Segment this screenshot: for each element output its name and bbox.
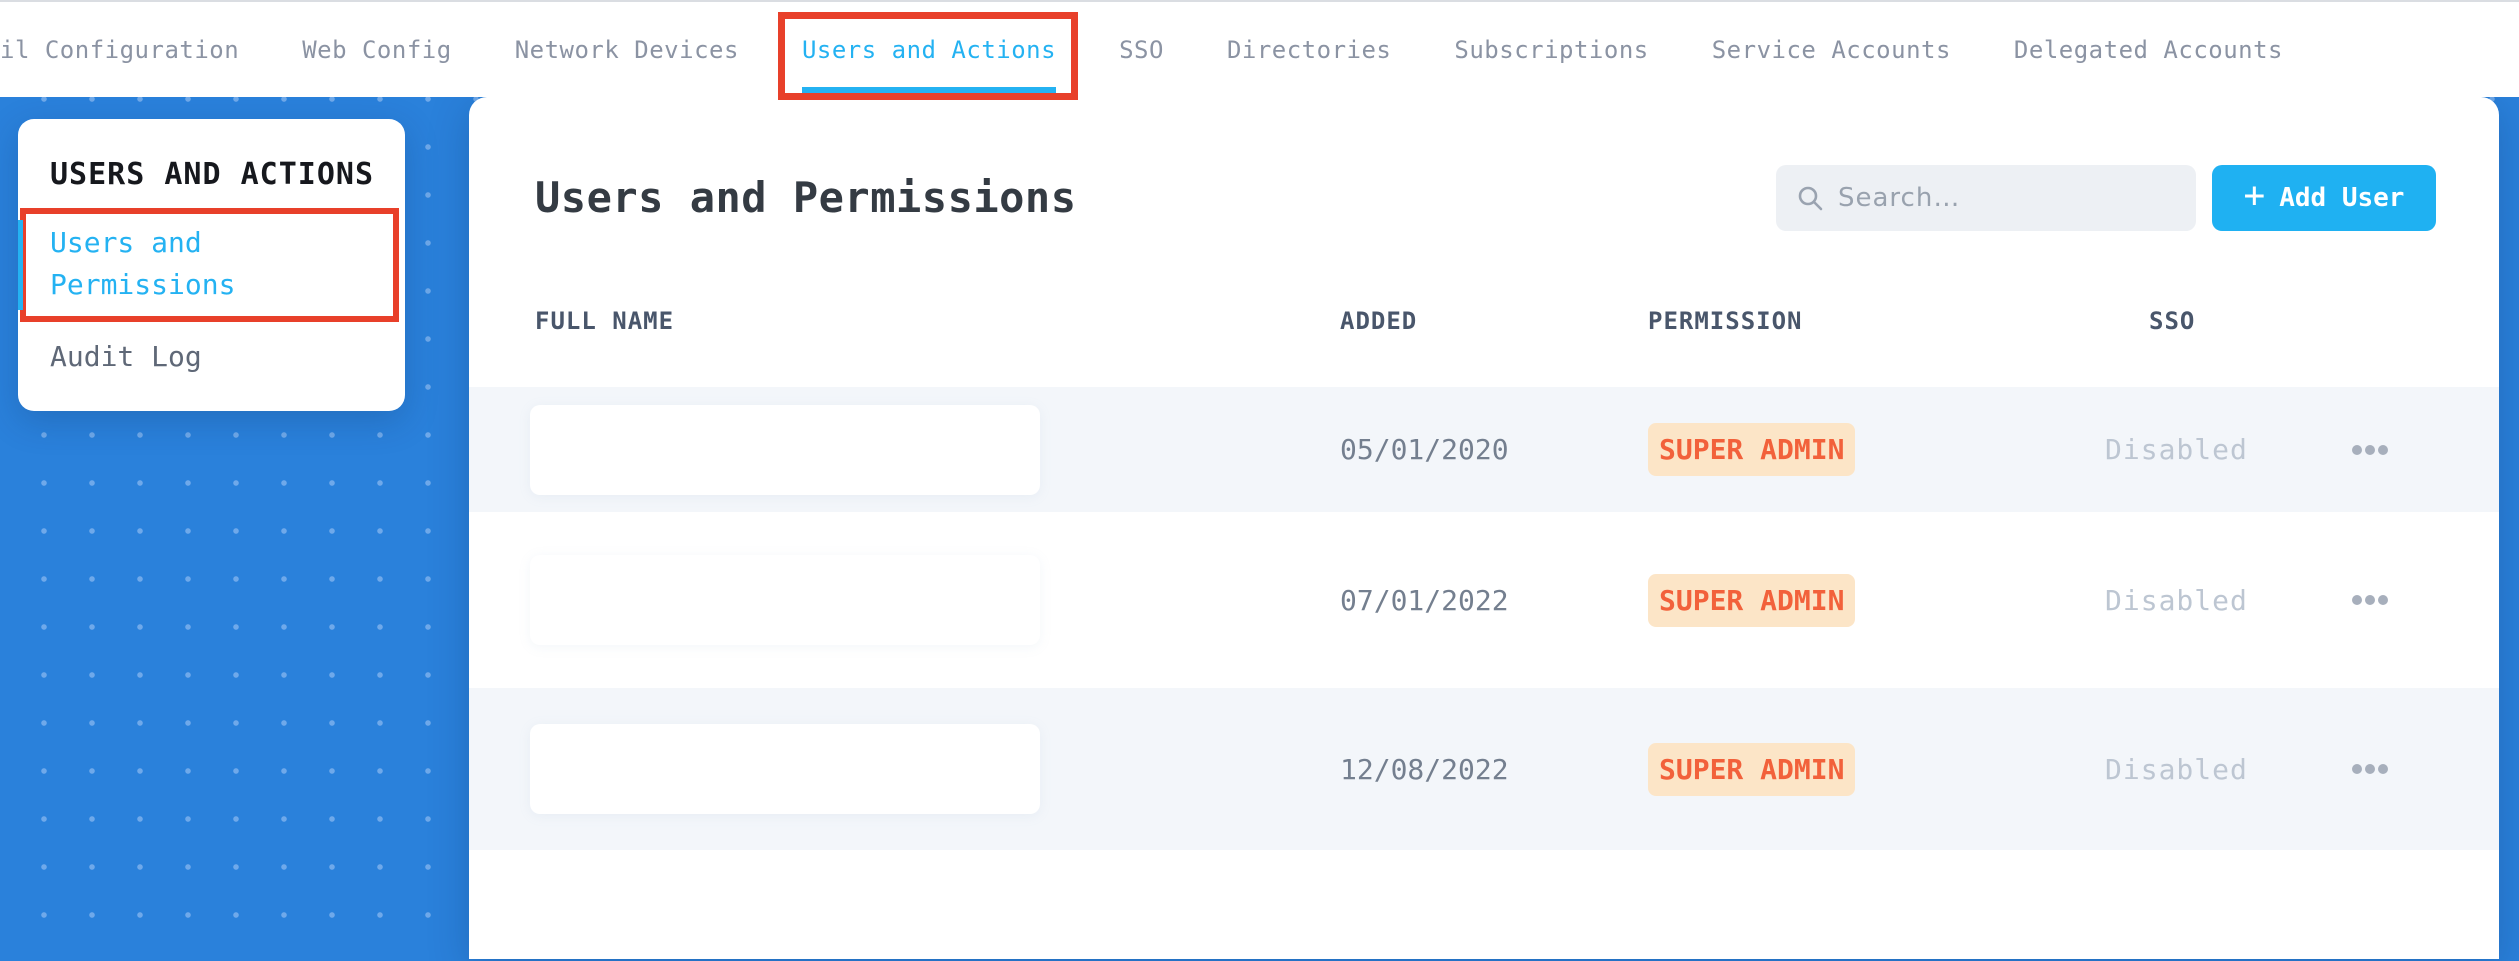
column-header-full-name: FULL NAME: [535, 307, 675, 335]
column-header-sso: SSO: [2149, 307, 2196, 335]
table-row: 07/01/2022 SUPER ADMIN Disabled: [469, 512, 2499, 688]
panel-header: Users and Permissions + Add User: [469, 97, 2499, 231]
permission-badge: SUPER ADMIN: [1648, 423, 1856, 476]
search-icon: [1798, 186, 1823, 211]
active-item-indicator-bar: [18, 220, 23, 310]
tab-subscriptions[interactable]: Subscriptions: [1454, 35, 1649, 64]
tab-users-and-actions[interactable]: Users and Actions: [777, 2, 1079, 100]
redacted-full-name: [530, 555, 1040, 645]
top-navigation: il Configuration Web Config Network Devi…: [0, 0, 2519, 100]
sidebar-item-users-and-permissions[interactable]: Users and Permissions: [18, 208, 399, 322]
sidebar-item-audit-log[interactable]: Audit Log: [50, 340, 202, 373]
tab-directories[interactable]: Directories: [1226, 35, 1392, 64]
row-menu-ellipsis-icon[interactable]: [2352, 435, 2388, 465]
added-date: 12/08/2022: [1340, 752, 1509, 786]
tab-delegated-accounts[interactable]: Delegated Accounts: [2013, 35, 2284, 64]
column-header-permission: PERMISSION: [1648, 307, 1803, 335]
search-box[interactable]: [1776, 165, 2196, 231]
tab-network-devices[interactable]: Network Devices: [514, 35, 739, 64]
add-user-button[interactable]: + Add User: [2212, 165, 2436, 231]
search-input[interactable]: [1838, 183, 2176, 213]
plus-icon: +: [2243, 175, 2266, 216]
tab-service-accounts[interactable]: Service Accounts: [1711, 35, 1951, 64]
sidebar-item-label: Users and Permissions: [50, 226, 236, 301]
sso-status: Disabled: [2105, 583, 2248, 617]
sidebar-heading: USERS AND ACTIONS: [50, 157, 375, 192]
row-menu-ellipsis-icon[interactable]: [2352, 754, 2388, 784]
tab-web-config[interactable]: Web Config: [302, 35, 452, 64]
added-date: 07/01/2022: [1340, 583, 1509, 617]
users-table-body: 05/01/2020 SUPER ADMIN Disabled 07/01/20…: [469, 387, 2499, 850]
tab-sso[interactable]: SSO: [1119, 35, 1164, 64]
tab-users-and-actions-label: Users and Actions: [801, 35, 1057, 64]
sidebar-card: USERS AND ACTIONS Users and Permissions …: [18, 119, 405, 411]
row-menu-ellipsis-icon[interactable]: [2352, 585, 2388, 615]
dotted-blue-background: USERS AND ACTIONS Users and Permissions …: [0, 97, 2519, 959]
column-header-added: ADDED: [1340, 307, 1418, 335]
sso-status: Disabled: [2105, 433, 2248, 466]
redacted-full-name: [530, 724, 1040, 814]
permission-badge: SUPER ADMIN: [1648, 742, 1856, 796]
table-row: 12/08/2022 SUPER ADMIN Disabled: [469, 688, 2499, 850]
redacted-full-name: [530, 404, 1040, 495]
add-user-button-label: Add User: [2279, 183, 2405, 213]
table-header-row: FULL NAME ADDED PERMISSION SSO: [469, 307, 2499, 335]
sso-status: Disabled: [2105, 752, 2248, 786]
active-tab-underline: [801, 87, 1057, 97]
added-date: 05/01/2020: [1340, 433, 1509, 466]
permission-badge: SUPER ADMIN: [1648, 573, 1856, 627]
tab-configuration-cropped[interactable]: il Configuration: [0, 35, 240, 64]
users-and-permissions-panel: Users and Permissions + Add User FULL NA…: [469, 97, 2499, 959]
table-row: 05/01/2020 SUPER ADMIN Disabled: [469, 387, 2499, 512]
page-title: Users and Permissions: [535, 173, 1077, 222]
